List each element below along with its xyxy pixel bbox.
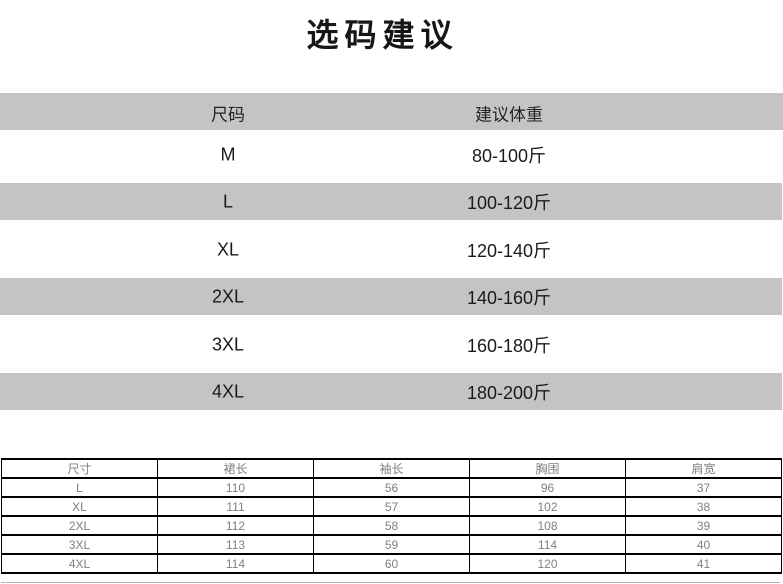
size-weight-row-L: L 100-120斤 [0, 178, 783, 226]
measurements-table: 尺寸 裙长 袖长 胸围 肩宽 L 110 56 96 37 XL 111 57 102 38 2XL 112 5… [1, 458, 782, 574]
measurement-value: 58 [313, 515, 470, 536]
size-weight-row-4XL: 4XL 180-200斤 [0, 368, 783, 416]
column-header: 尺寸 [1, 458, 158, 479]
measurement-value: 114 [469, 534, 626, 555]
measurement-value: 111 [157, 496, 314, 517]
measurements-header-row: 尺寸 裙长 袖长 胸围 肩宽 [1, 458, 782, 479]
bottom-partial-line [1, 582, 780, 583]
measurement-value: 102 [469, 496, 626, 517]
measurement-value: 38 [625, 496, 782, 517]
measurement-value: 120 [469, 553, 626, 574]
measurement-value: 60 [313, 553, 470, 574]
title-area: 选码建议 [0, 0, 783, 93]
size-label: 3XL [211, 334, 245, 355]
header-size-label: 尺码 [211, 105, 245, 124]
measurement-row-L: L 110 56 96 37 [1, 477, 782, 498]
table-gap-spacer [0, 415, 783, 458]
weight-value: 160-180斤 [466, 335, 552, 356]
measurement-value: 41 [625, 553, 782, 574]
measurement-value: 56 [313, 477, 470, 498]
weight-value: 80-100斤 [471, 145, 547, 166]
measurement-value: 112 [157, 515, 314, 536]
measurement-value: 96 [469, 477, 626, 498]
weight-value: 180-200斤 [466, 383, 552, 404]
header-weight-label: 建议体重 [475, 105, 543, 124]
size-weight-row-XL: XL 120-140斤 [0, 225, 783, 273]
row-stripe [0, 182, 782, 220]
size-label: M [220, 144, 236, 165]
row-stripe [0, 277, 782, 315]
size-label: XL [216, 239, 240, 260]
measurement-value: 108 [469, 515, 626, 536]
size-label: 4XL [211, 381, 245, 402]
measurement-value: 114 [157, 553, 314, 574]
row-size-label: 4XL [1, 553, 158, 574]
size-weight-row-3XL: 3XL 160-180斤 [0, 320, 783, 368]
column-header: 裙长 [157, 458, 314, 479]
column-header: 胸围 [469, 458, 626, 479]
measurement-row-4XL: 4XL 114 60 120 41 [1, 553, 782, 574]
weight-value: 100-120斤 [466, 193, 552, 214]
row-stripe [0, 372, 782, 410]
weight-value: 120-140斤 [466, 240, 552, 261]
size-weight-header-row: 尺码 建议体重 [0, 93, 783, 130]
weight-value: 140-160斤 [466, 288, 552, 309]
measurement-value: 59 [313, 534, 470, 555]
size-label: 2XL [211, 286, 245, 307]
column-header: 肩宽 [625, 458, 782, 479]
measurement-row-3XL: 3XL 113 59 114 40 [1, 534, 782, 555]
measurement-row-2XL: 2XL 112 58 108 39 [1, 515, 782, 536]
page-title: 选码建议 [306, 17, 459, 53]
column-header: 袖长 [313, 458, 470, 479]
measurement-value: 110 [157, 477, 314, 498]
row-size-label: L [1, 477, 158, 498]
size-weight-rows: M 80-100斤 L 100-120斤 XL 120-140斤 2XL 140-160斤 3X… [0, 130, 783, 415]
measurement-value: 37 [625, 477, 782, 498]
measurement-value: 57 [313, 496, 470, 517]
row-size-label: 2XL [1, 515, 158, 536]
measurement-value: 113 [157, 534, 314, 555]
size-weight-table: 尺码 建议体重 M 80-100斤 L 100-120斤 XL 120-140斤 2XL 14… [0, 93, 783, 415]
measurement-row-XL: XL 111 57 102 38 [1, 496, 782, 517]
measurement-value: 40 [625, 534, 782, 555]
row-size-label: 3XL [1, 534, 158, 555]
measurements-body: L 110 56 96 37 XL 111 57 102 38 2XL 112 58 108 39 3XL 11… [1, 477, 782, 574]
row-size-label: XL [1, 496, 158, 517]
size-weight-row-2XL: 2XL 140-160斤 [0, 273, 783, 321]
measurement-value: 39 [625, 515, 782, 536]
size-label: L [222, 191, 234, 212]
size-weight-row-M: M 80-100斤 [0, 130, 783, 178]
